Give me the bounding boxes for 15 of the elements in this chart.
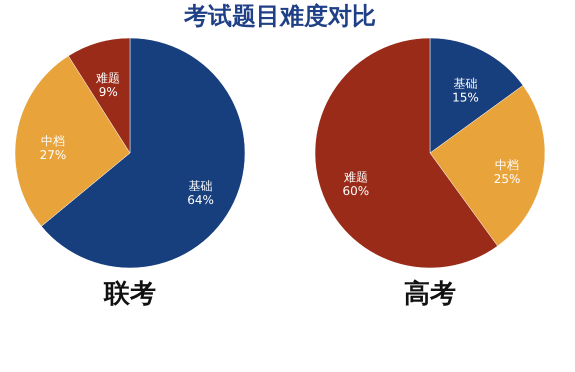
data-label: 27% — [40, 148, 66, 162]
slice-label: 中档 — [40, 134, 65, 148]
chart-title: 考试题目难度对比 — [183, 2, 376, 30]
slice-label: 中档 — [495, 158, 520, 172]
data-label: 9% — [98, 85, 118, 100]
data-label: 60% — [342, 184, 370, 198]
text: 联考 — [103, 279, 156, 309]
data-label: 15% — [452, 90, 479, 104]
data-label: 25% — [494, 172, 520, 186]
text: 高考 — [404, 279, 456, 309]
slice-label: 难题 — [95, 71, 120, 86]
data-label: 64% — [187, 193, 214, 208]
slice-label: 基础 — [188, 179, 213, 194]
slice-label: 基础 — [453, 76, 478, 90]
slice-label: 难题 — [342, 170, 368, 184]
